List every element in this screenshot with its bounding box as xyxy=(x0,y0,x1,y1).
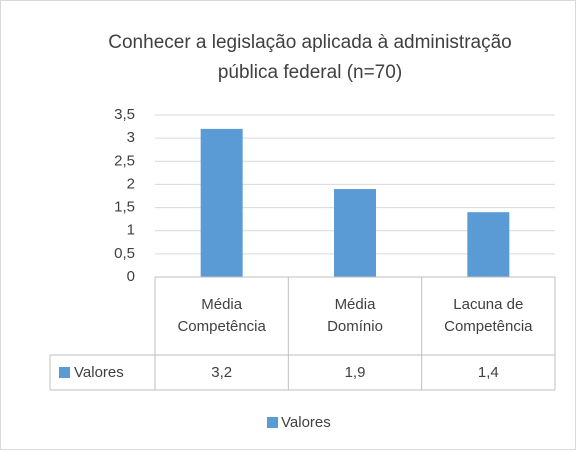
legend-key xyxy=(267,417,278,428)
x-tick-label-box: Lacuna de Competência xyxy=(444,296,533,335)
table-series-name: Valores xyxy=(74,364,124,381)
x-tick-label: Média Domínio xyxy=(327,296,383,335)
data-label: 3,2 xyxy=(211,363,233,381)
x-tick-label: Média Competência xyxy=(177,296,266,335)
bar xyxy=(334,189,376,277)
chart-title: Conhecer a legislação aplicada à adminis… xyxy=(108,32,512,83)
table-legend-key xyxy=(59,367,70,378)
y-tick-label: 0,5 xyxy=(114,245,135,262)
y-tick-label: 2,5 xyxy=(114,152,135,169)
bar xyxy=(467,212,510,277)
x-tick-label: Lacuna de Competência xyxy=(444,296,533,335)
y-tick-label: 3,5 xyxy=(114,106,135,123)
x-tick-label-box: Média Domínio xyxy=(327,296,383,335)
title-box: Conhecer a legislação aplicada à adminis… xyxy=(108,32,512,83)
data-label-box: 3,2 xyxy=(211,363,233,381)
x-tick-label-box: Média Competência xyxy=(177,296,266,335)
y-tick-label: 1 xyxy=(127,222,135,239)
y-tick-label: 1,5 xyxy=(114,199,135,216)
data-label-box: 1,9 xyxy=(344,363,366,381)
data-label: 1,4 xyxy=(477,363,499,381)
legend-label: Valores xyxy=(281,414,331,431)
bar xyxy=(200,128,243,277)
data-label: 1,9 xyxy=(344,363,366,381)
y-tick-label: 0 xyxy=(127,268,135,285)
data-label-box: 1,4 xyxy=(477,363,499,381)
y-tick-label: 2 xyxy=(127,175,135,192)
y-tick-label: 3 xyxy=(127,129,135,146)
